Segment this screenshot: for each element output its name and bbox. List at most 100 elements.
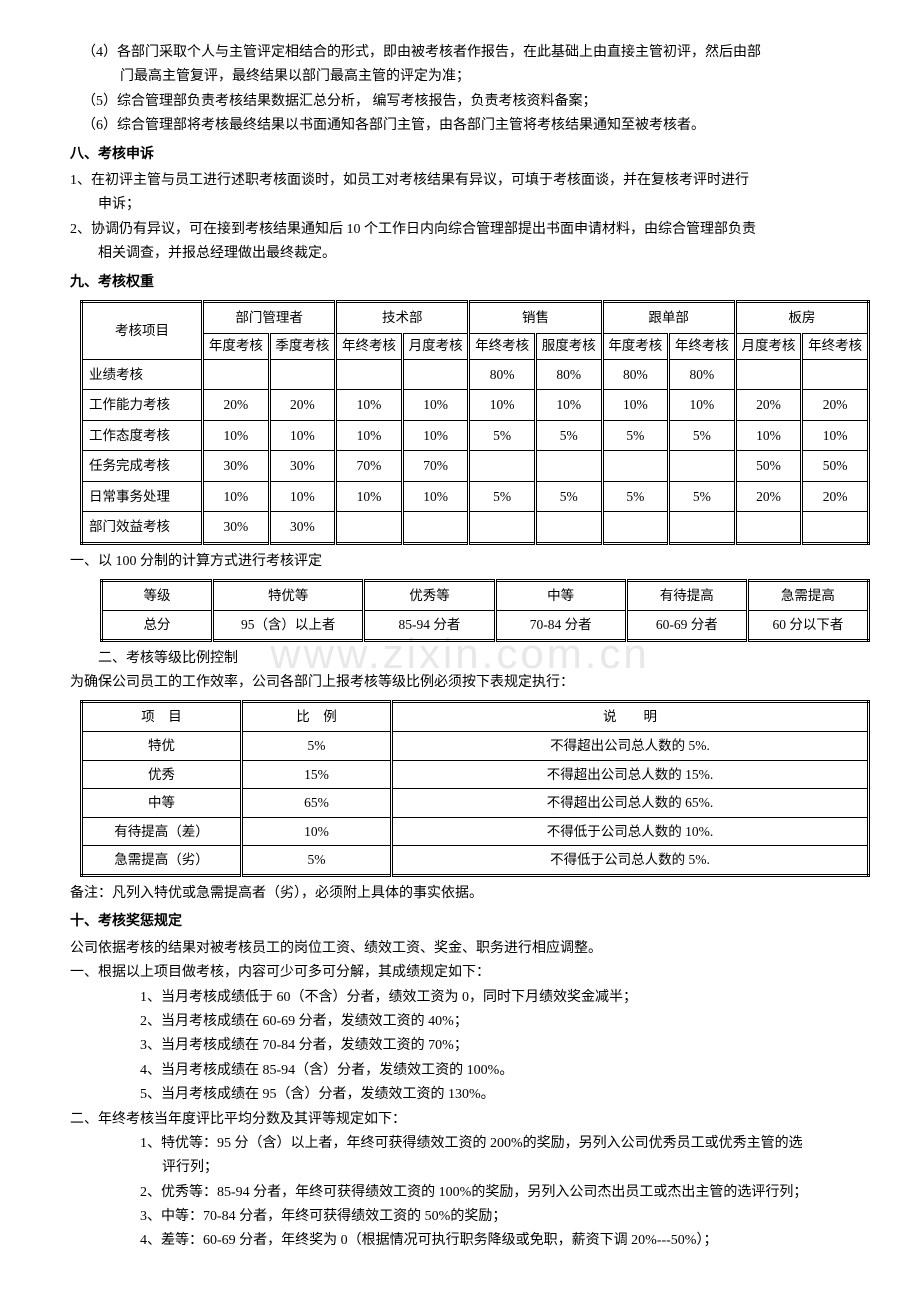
cell: 80%: [535, 359, 602, 390]
cell: 10%: [402, 390, 469, 421]
cell: 70%: [336, 451, 403, 482]
sec10-1-item: 4、当月考核成绩在 85-94（含）分者，发绩效工资的 100%。: [70, 1060, 850, 1082]
sec10-intro: 公司依据考核的结果对被考核员工的岗位工资、绩效工资、奖金、职务进行相应调整。: [70, 938, 850, 960]
cell: 不得超出公司总人数的 5%.: [392, 732, 869, 761]
cell: 年终考核: [802, 333, 869, 359]
cell: 30%: [203, 512, 270, 544]
cell: 50%: [802, 451, 869, 482]
cell: 95（含）以上者: [213, 611, 364, 641]
cell: 部门效益考核: [82, 512, 203, 544]
cell: 销售: [469, 301, 602, 333]
cell: [602, 512, 669, 544]
grade-table: 等级 特优等 优秀等 中等 有待提高 急需提高 总分 95（含）以上者 85-9…: [100, 579, 870, 641]
cell: [669, 512, 736, 544]
cell: 不得超出公司总人数的 15%.: [392, 760, 869, 789]
cell: [802, 512, 869, 544]
table-row: 有待提高（差）10%不得低于公司总人数的 10%.: [82, 817, 869, 846]
sec8-item1: 1、在初评主管与员工进行述职考核面谈时，如员工对考核结果有异议，可填于考核面谈，…: [70, 170, 850, 192]
cell: 5%: [242, 732, 392, 761]
cell: 20%: [203, 390, 270, 421]
cell: 10%: [203, 420, 270, 451]
heading-10: 十、考核奖惩规定: [70, 911, 850, 933]
cell: 10%: [669, 390, 736, 421]
cell: [269, 359, 336, 390]
cell: 80%: [669, 359, 736, 390]
cell: 特优等: [213, 581, 364, 611]
cell: 考核项目: [82, 301, 203, 359]
cell: 10%: [203, 481, 270, 512]
cell: 说 明: [392, 702, 869, 732]
cell: [336, 512, 403, 544]
table-row: 工作态度考核 10%10% 10%10% 5%5% 5%5% 10%10%: [82, 420, 869, 451]
table-row: 特优5%不得超出公司总人数的 5%.: [82, 732, 869, 761]
cell: 30%: [269, 451, 336, 482]
table-row: 日常事务处理 10%10% 10%10% 5%5% 5%5% 20%20%: [82, 481, 869, 512]
table-row: 总分 95（含）以上者 85-94 分者 70-84 分者 60-69 分者 6…: [102, 611, 869, 641]
sec10-2-item: 2、优秀等：85-94 分者，年终可获得绩效工资的 100%的奖励，另列入公司杰…: [70, 1182, 850, 1204]
cell: 5%: [602, 420, 669, 451]
cell: 60 分以下者: [747, 611, 868, 641]
cell: 年终考核: [669, 333, 736, 359]
cell: 70-84 分者: [495, 611, 626, 641]
item-6: （6）综合管理部将考核最终结果以书面通知各部门主管，由各部门主管将考核结果通知至…: [70, 115, 850, 137]
cell: 10%: [535, 390, 602, 421]
weights-table: 考核项目 部门管理者 技术部 销售 跟单部 板房 年度考核 季度考核 年终考核 …: [80, 300, 870, 545]
cell: 5%: [535, 420, 602, 451]
cell: 10%: [469, 390, 536, 421]
cell: 60-69 分者: [626, 611, 747, 641]
cell: 技术部: [336, 301, 469, 333]
cell: 优秀: [82, 760, 242, 789]
sec8-item1-cont: 申诉；: [70, 194, 850, 216]
cell: 季度考核: [269, 333, 336, 359]
table-row: 急需提高（劣）5%不得低于公司总人数的 5%.: [82, 846, 869, 876]
cell: 中等: [495, 581, 626, 611]
cell: 等级: [102, 581, 213, 611]
cell: 80%: [469, 359, 536, 390]
sec10-2: 二、年终考核当年度评比平均分数及其评等规定如下：: [70, 1109, 850, 1131]
table-row: 优秀15%不得超出公司总人数的 15%.: [82, 760, 869, 789]
table-row: 业绩考核 80%80% 80%80%: [82, 359, 869, 390]
cell: 任务完成考核: [82, 451, 203, 482]
cell: 10%: [735, 420, 802, 451]
sec10-2-item: 4、差等：60-69 分者，年终奖为 0（根据情况可执行职务降级或免职，薪资下调…: [70, 1230, 850, 1252]
cell: 20%: [735, 390, 802, 421]
cell: 板房: [735, 301, 868, 333]
cell: 10%: [602, 390, 669, 421]
cell: 有待提高: [626, 581, 747, 611]
cell: 中等: [82, 789, 242, 818]
item-5: （5）综合管理部负责考核结果数据汇总分析， 编写考核报告，负责考核资料备案；: [70, 91, 850, 113]
table-row: 工作能力考核 20%20% 10%10% 10%10% 10%10% 20%20…: [82, 390, 869, 421]
cell: 10%: [802, 420, 869, 451]
cell: 85-94 分者: [364, 611, 495, 641]
cell: 急需提高: [747, 581, 868, 611]
ratio-title: 二、考核等级比例控制: [70, 648, 850, 670]
cell: 优秀等: [364, 581, 495, 611]
cell: 10%: [402, 420, 469, 451]
cell: 15%: [242, 760, 392, 789]
heading-8: 八、考核申诉: [70, 144, 850, 166]
cell: 20%: [735, 481, 802, 512]
sec10-2-item1: 1、特优等：95 分（含）以上者，年终可获得绩效工资的 200%的奖励，另列入公…: [70, 1133, 850, 1155]
cell: [602, 451, 669, 482]
cell: 特优: [82, 732, 242, 761]
cell: 30%: [203, 451, 270, 482]
ratio-intro: 为确保公司员工的工作效率，公司各部门上报考核等级比例必须按下表规定执行：: [70, 672, 850, 694]
note: 备注：凡列入特优或急需提高者（劣），必须附上具体的事实依据。: [70, 883, 850, 905]
item-4: （4）各部门采取个人与主管评定相结合的形式，即由被考核者作报告，在此基础上由直接…: [70, 42, 850, 64]
cell: [469, 512, 536, 544]
cell: 有待提高（差）: [82, 817, 242, 846]
table-row: 项 目 比 例 说 明: [82, 702, 869, 732]
cell: 20%: [269, 390, 336, 421]
cell: 5%: [469, 420, 536, 451]
sec10-2-item: 3、中等：70-84 分者，年终可获得绩效工资的 50%的奖励；: [70, 1206, 850, 1228]
sec10-1-item: 3、当月考核成绩在 70-84 分者，发绩效工资的 70%；: [70, 1035, 850, 1057]
cell: [402, 359, 469, 390]
cell: [735, 512, 802, 544]
sec10-1-item: 1、当月考核成绩低于 60（不含）分者，绩效工资为 0，同时下月绩效奖金减半；: [70, 987, 850, 1009]
cell: 65%: [242, 789, 392, 818]
cell: [336, 359, 403, 390]
cell: 5%: [602, 481, 669, 512]
cell: 5%: [535, 481, 602, 512]
cell: 服度考核: [535, 333, 602, 359]
cell: 5%: [469, 481, 536, 512]
